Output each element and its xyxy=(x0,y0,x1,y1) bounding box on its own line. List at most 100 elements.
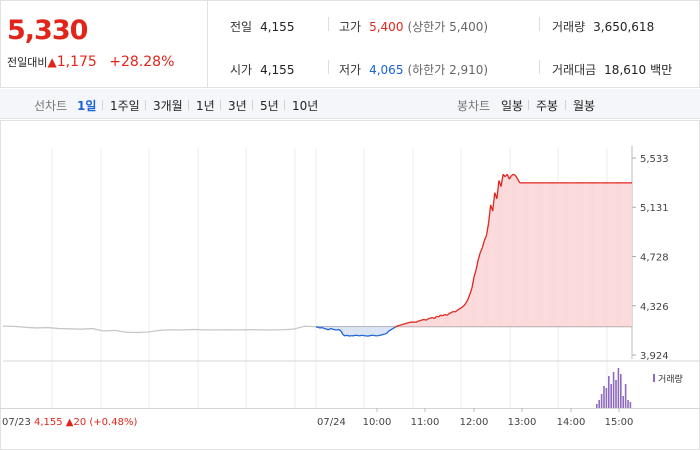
tab-3month[interactable]: 3개월 xyxy=(153,99,183,113)
volume-bar xyxy=(600,394,603,408)
tab-weekly-candle[interactable]: 주봉 xyxy=(536,99,559,113)
price-line-segment xyxy=(454,309,458,313)
tab-10year[interactable]: 10년 xyxy=(292,99,319,113)
price-chart: 5,533 5,131 4,728 4,326 3,924 거래량 07/23 4,155 ▲… xyxy=(0,120,700,450)
price-line-segment xyxy=(396,324,400,327)
price-area xyxy=(355,326,358,336)
price-area xyxy=(411,321,414,327)
price-line-segment xyxy=(392,326,396,330)
price-area xyxy=(351,326,354,336)
price-area xyxy=(517,179,520,327)
price-area xyxy=(540,182,543,327)
prev-day-line xyxy=(2,325,317,334)
price-area xyxy=(380,326,383,336)
divider xyxy=(102,100,103,110)
price-area xyxy=(378,326,381,336)
price-area xyxy=(532,182,535,327)
divider xyxy=(145,100,146,110)
price-box: 5,330 전일대비▲1,175 +28.28% xyxy=(1,1,208,87)
price-line-segment xyxy=(440,314,443,317)
divider xyxy=(565,100,566,110)
price-line-segment xyxy=(450,310,454,314)
price-area xyxy=(567,182,570,327)
stat-unit: 백만 xyxy=(650,63,673,77)
price-line-segment xyxy=(453,310,456,313)
price-area xyxy=(457,308,460,327)
price-area xyxy=(417,320,420,327)
price-area xyxy=(592,182,595,327)
x-tick-label: 12:00 xyxy=(460,417,489,428)
prev-date-label: 07/23 xyxy=(2,417,31,428)
price-area xyxy=(604,182,608,327)
price-line-segment xyxy=(469,287,473,295)
tab-1day[interactable]: 1일 xyxy=(77,99,97,113)
price-area xyxy=(534,182,537,327)
price-area xyxy=(486,223,489,327)
price-line-segment xyxy=(465,299,469,304)
price-area xyxy=(480,247,483,327)
stat-value: 3,650,618 xyxy=(593,20,655,34)
volume-bar xyxy=(608,376,610,408)
price-area xyxy=(627,182,630,327)
price-area xyxy=(478,252,481,327)
price-line-segment xyxy=(483,235,488,241)
price-line-segment xyxy=(401,323,404,326)
price-area xyxy=(544,182,547,327)
price-area xyxy=(343,326,346,336)
price-area xyxy=(623,182,626,327)
price-line-segment xyxy=(382,333,385,336)
price-area xyxy=(598,182,601,327)
price-chart-svg: 5,533 5,131 4,728 4,326 3,924 거래량 07/23 4,155 ▲… xyxy=(0,120,700,450)
x-tick-label: 15:00 xyxy=(605,417,634,428)
price-area xyxy=(596,182,599,327)
current-price: 5,330 xyxy=(7,15,88,46)
price-area xyxy=(550,182,553,327)
price-line-segment xyxy=(425,318,429,321)
price-area xyxy=(374,326,377,336)
price-area xyxy=(509,175,512,327)
price-area xyxy=(577,182,581,327)
volume-bar xyxy=(624,384,627,408)
volume-bar xyxy=(610,384,612,408)
price-line-segment xyxy=(487,204,492,224)
price-area xyxy=(413,321,416,327)
price-area xyxy=(523,182,526,327)
price-line-segment xyxy=(496,180,500,199)
price-area xyxy=(442,314,445,327)
tab-3year[interactable]: 3년 xyxy=(228,99,247,113)
price-area xyxy=(432,317,435,327)
stat-open: 시가 4,155 xyxy=(230,61,294,78)
price-line-segment xyxy=(353,334,356,337)
tab-1year[interactable]: 1년 xyxy=(196,99,215,113)
price-area xyxy=(621,182,624,327)
price-area xyxy=(584,182,587,327)
price-area xyxy=(582,182,585,327)
price-area xyxy=(349,326,352,337)
price-area xyxy=(521,182,524,327)
tab-monthly-candle[interactable]: 월봉 xyxy=(573,99,596,113)
price-line-segment xyxy=(324,327,327,330)
price-summary: 5,330 전일대비▲1,175 +28.28% 전일 4,155 고가 5,400… xyxy=(0,0,700,88)
price-area xyxy=(471,277,474,327)
price-line-segment xyxy=(459,307,462,310)
tab-daily-candle[interactable]: 일봉 xyxy=(501,99,524,113)
tab-5year[interactable]: 5년 xyxy=(260,99,279,113)
divider xyxy=(539,17,540,31)
stat-label: 시가 xyxy=(230,63,253,77)
tab-1week[interactable]: 1주일 xyxy=(110,99,140,113)
price-area xyxy=(528,182,531,327)
price-area xyxy=(382,326,385,335)
price-area xyxy=(434,316,437,327)
price-line-segment xyxy=(430,316,433,319)
price-area xyxy=(453,311,456,327)
price-area xyxy=(557,182,560,327)
price-area xyxy=(629,182,632,327)
price-line-segment xyxy=(434,315,438,319)
volume-legend-label: 거래량 xyxy=(658,373,683,385)
price-line-segment xyxy=(413,321,416,324)
price-area xyxy=(488,204,491,327)
price-area xyxy=(409,322,412,327)
upper-limit: (상한가 5,400) xyxy=(407,20,489,34)
stat-label: 저가 xyxy=(339,63,362,77)
volume-bar xyxy=(603,386,605,408)
